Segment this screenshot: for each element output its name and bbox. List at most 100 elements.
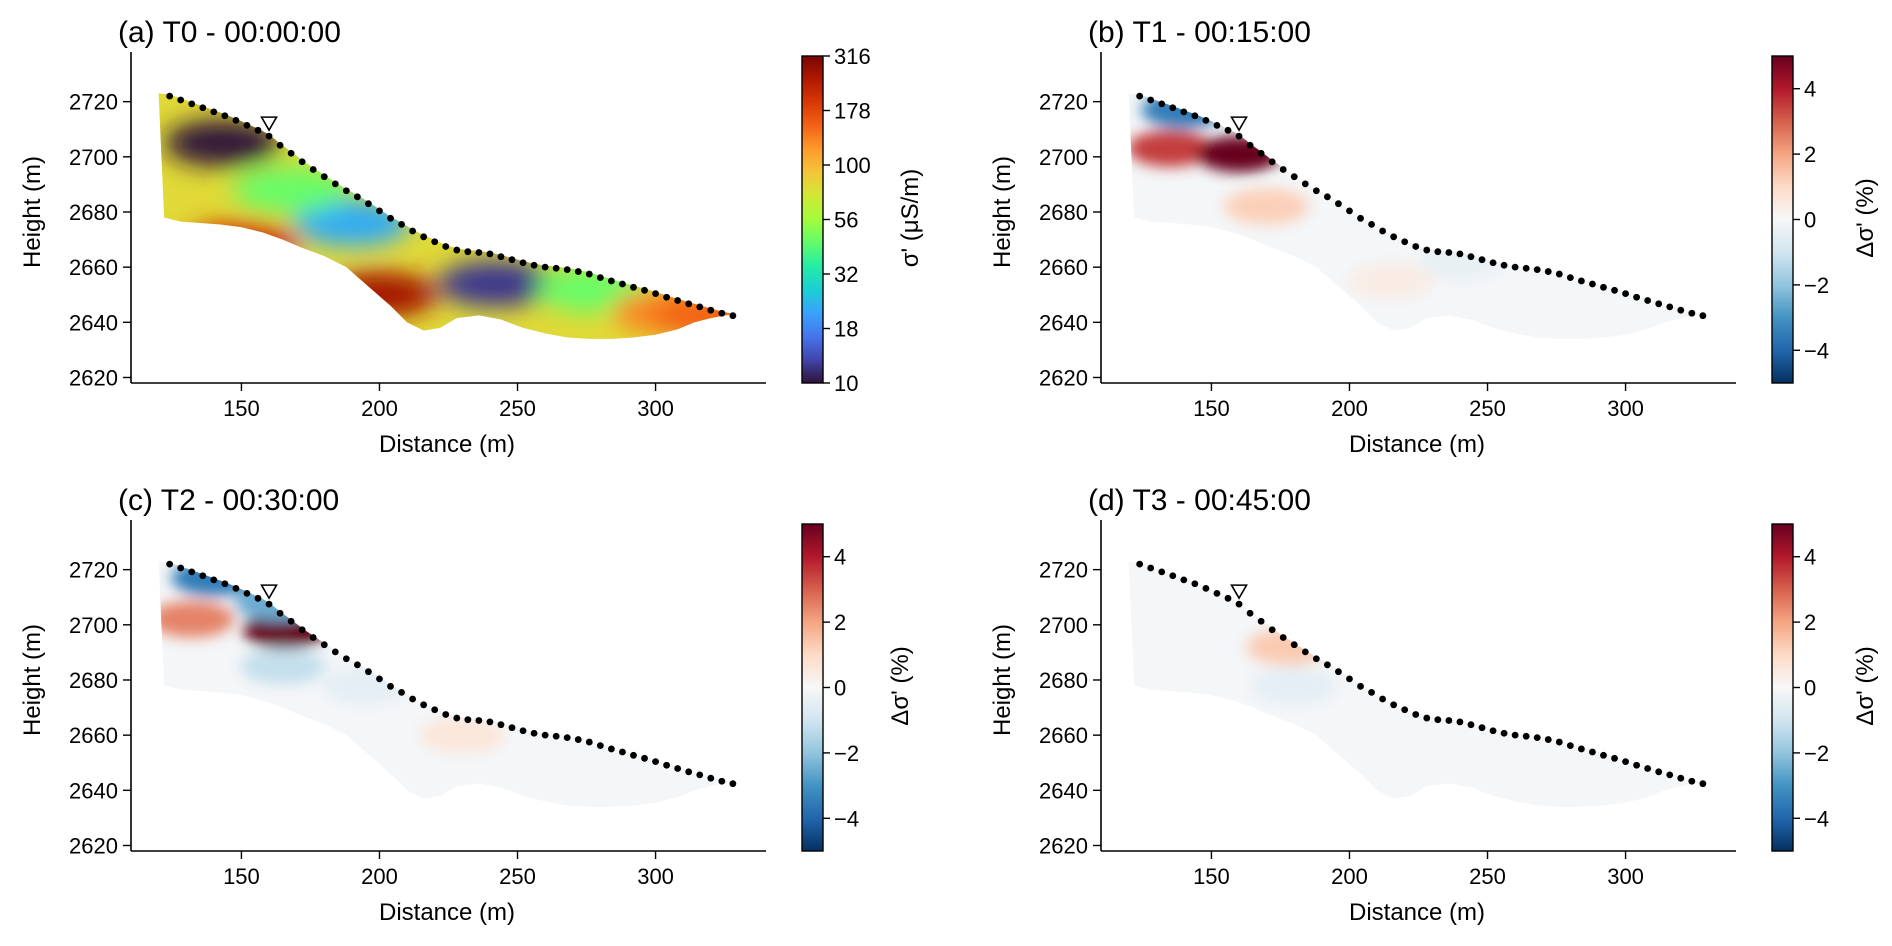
electrode bbox=[1467, 253, 1475, 261]
y-tick-label: 2640 bbox=[1039, 310, 1088, 335]
electrode bbox=[1699, 780, 1707, 788]
panel-b-plot-area: 150 200 250 300 2620 2640 2660 2680 2700 2720 bbox=[1039, 52, 1736, 421]
colorbar-tick-label: −2 bbox=[1804, 741, 1829, 766]
y-tick-label: 2640 bbox=[69, 778, 118, 803]
x-tick-label: 300 bbox=[637, 396, 674, 421]
electrode bbox=[166, 92, 174, 100]
panel-a-anomaly bbox=[183, 221, 300, 269]
electrode bbox=[1666, 303, 1674, 311]
electrode bbox=[1522, 264, 1530, 272]
electrode bbox=[1368, 220, 1375, 228]
electrode bbox=[1235, 132, 1243, 140]
panel-d-colorbar: 4 2 0 −2 −4 bbox=[1771, 523, 1829, 852]
electrode bbox=[1136, 92, 1144, 100]
electrode bbox=[1279, 634, 1287, 641]
electrode bbox=[1213, 121, 1221, 129]
colorbar-tick-label: 0 bbox=[1804, 676, 1816, 701]
panel-b-colorbar: 4 2 0 −2 −4 bbox=[1771, 55, 1829, 384]
electrode bbox=[1633, 293, 1641, 301]
electrode bbox=[1445, 717, 1453, 724]
x-tick-label: 150 bbox=[1193, 396, 1230, 421]
colorbar-gradient bbox=[801, 523, 824, 852]
electrode bbox=[1622, 758, 1629, 766]
electrode bbox=[652, 290, 659, 298]
panel-d-y-axis-label: Height (m) bbox=[989, 624, 1016, 736]
electrode bbox=[1390, 233, 1398, 241]
electrode bbox=[596, 742, 604, 750]
electrode bbox=[1357, 682, 1364, 690]
x-tick-label: 150 bbox=[223, 396, 260, 421]
electrode bbox=[641, 754, 648, 762]
electrode bbox=[431, 238, 439, 246]
panel-a-anomaly bbox=[233, 166, 350, 214]
electrode bbox=[1335, 668, 1342, 676]
electrode bbox=[1589, 748, 1596, 756]
electrode bbox=[276, 141, 284, 149]
y-tick-label: 2720 bbox=[69, 558, 118, 583]
electrode bbox=[1644, 765, 1652, 772]
y-tick-label: 2720 bbox=[1039, 558, 1088, 583]
electrode bbox=[519, 259, 527, 267]
panel-a-anomaly bbox=[321, 271, 438, 318]
electrode bbox=[1158, 100, 1166, 108]
triangle-down-icon bbox=[260, 116, 278, 132]
electrode bbox=[265, 600, 273, 608]
y-tick-label: 2680 bbox=[1039, 200, 1088, 225]
electrode bbox=[464, 716, 472, 724]
panel-a-colorbar-label: σ' (μS/m) bbox=[897, 169, 924, 268]
electrode bbox=[1655, 768, 1663, 776]
electrode bbox=[1600, 751, 1607, 759]
electrode bbox=[1655, 300, 1663, 308]
electrode bbox=[1147, 564, 1155, 572]
colorbar-tick-label: 4 bbox=[834, 545, 846, 570]
panel-c-anomaly bbox=[419, 716, 505, 754]
electrode bbox=[729, 780, 737, 788]
electrode bbox=[1147, 96, 1155, 104]
electrode bbox=[1566, 742, 1574, 750]
electrode bbox=[1456, 718, 1464, 726]
y-tick-label: 2620 bbox=[69, 365, 118, 390]
y-tick-label: 2640 bbox=[1039, 778, 1088, 803]
electrode bbox=[1379, 227, 1387, 235]
electrode bbox=[409, 227, 417, 235]
panel-c-anomaly bbox=[240, 647, 326, 685]
panel-b-title: (b) T1 - 00:15:00 bbox=[1088, 16, 1311, 49]
colorbar-tick-label: 10 bbox=[834, 371, 858, 396]
electrode bbox=[718, 777, 726, 785]
electrode bbox=[1268, 626, 1276, 634]
electrode bbox=[563, 734, 571, 742]
electrode bbox=[585, 738, 593, 746]
electrode bbox=[1136, 560, 1144, 568]
electrode bbox=[585, 270, 593, 278]
x-tick-label: 200 bbox=[1331, 396, 1368, 421]
electrode bbox=[1279, 166, 1287, 173]
electrode bbox=[232, 117, 240, 124]
electrode bbox=[1246, 609, 1254, 617]
electrode bbox=[497, 721, 505, 729]
y-tick-label: 2640 bbox=[69, 310, 118, 335]
electrode bbox=[342, 655, 350, 663]
electrode bbox=[1235, 600, 1243, 608]
electrode bbox=[563, 266, 571, 274]
x-tick-label: 200 bbox=[361, 864, 398, 889]
electrode bbox=[276, 609, 284, 617]
electrode bbox=[265, 132, 273, 140]
electrode bbox=[519, 727, 527, 735]
y-tick-label: 2620 bbox=[1039, 365, 1088, 390]
panel-b-field-background bbox=[1128, 93, 1703, 339]
x-tick-label: 300 bbox=[1607, 396, 1644, 421]
electrode bbox=[1688, 777, 1696, 785]
panel-a-field bbox=[158, 93, 733, 339]
panel-c-title: (c) T2 - 00:30:00 bbox=[118, 484, 339, 517]
electrode bbox=[1478, 256, 1486, 264]
panel-d-anomaly bbox=[1251, 667, 1337, 704]
panel-b: (b) T1 - 00:15:00 150 200 250 300 2620 2640 26… bbox=[989, 16, 1879, 458]
electrode bbox=[1577, 745, 1585, 753]
electrode bbox=[1158, 568, 1166, 576]
panel-b-x-axis-label: Distance (m) bbox=[1349, 431, 1485, 458]
colorbar-tick-label: 316 bbox=[834, 44, 871, 69]
x-tick-label: 150 bbox=[1193, 864, 1230, 889]
electrode bbox=[1489, 259, 1497, 267]
colorbar-tick-label: −2 bbox=[834, 741, 859, 766]
electrode bbox=[1677, 774, 1685, 782]
